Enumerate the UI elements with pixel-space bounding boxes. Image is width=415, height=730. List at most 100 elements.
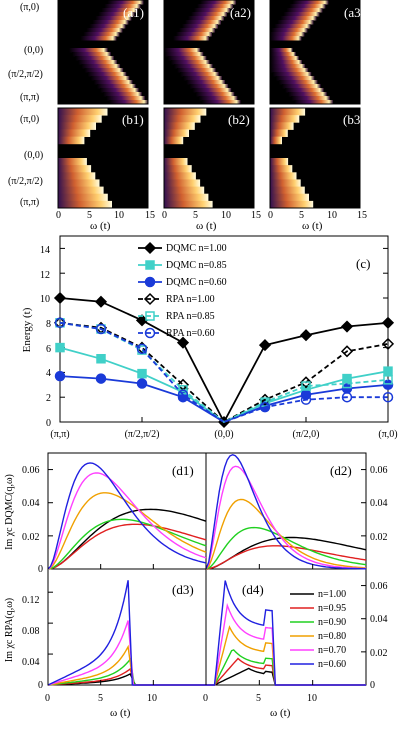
d-xtick-0b: 0 (203, 693, 208, 704)
heatmap-a1-row (78, 60, 117, 65)
d4-curve-1 (206, 657, 366, 686)
c-series-point-1 (55, 342, 65, 353)
panel-label-b1: (b1) (122, 112, 144, 127)
hm-a-label-00: (0,0) (24, 45, 43, 56)
c-series-point-2 (136, 378, 148, 389)
d-bot-ytick-012: 0.12 (22, 595, 40, 606)
c-series-point-5 (95, 323, 107, 335)
c-series-point-0 (381, 316, 395, 329)
heatmap-a1-row (100, 88, 139, 93)
d-bot-rytick-004: 0.04 (370, 614, 388, 625)
panel-d-bottom-right-yticks: 0 0.02 0.04 0.06 (370, 581, 388, 691)
heatmap-a1-row (81, 64, 121, 69)
heatmap-a1-row (106, 96, 145, 101)
hm1-xtick-5: 5 (87, 210, 92, 221)
heatmap-b2-row (164, 172, 196, 180)
c-series-line-2 (59, 375, 389, 424)
hm1-xlabel: ω (t) (90, 220, 111, 232)
hm-b-label-00: (0,0) (24, 150, 43, 161)
heatmap-b3-row (270, 186, 305, 195)
heatmap-a3-row (289, 4, 326, 9)
hm2-xtick-15: 15 (251, 210, 261, 221)
c-series-line-3 (59, 321, 389, 424)
legend-d-n095: n=0.95 (318, 603, 346, 614)
c-series-point-1 (96, 354, 106, 364)
heatmap-b2-row (164, 122, 195, 130)
d3-curve-2 (47, 657, 206, 686)
legend-c-dqmc085: DQMC n=0.85 (166, 260, 227, 271)
heatmap-b2-row (164, 136, 184, 145)
heatmap-b1-row (58, 179, 100, 187)
heatmap-b3-row (270, 193, 309, 202)
heatmap-b1-row (58, 193, 108, 202)
c-xtick-pi20: (π/2,0) (293, 429, 320, 440)
heatmap-b2-row (164, 129, 189, 137)
heatmap-a2-row (201, 100, 241, 105)
heatmap-a3-row (270, 68, 309, 73)
d-top-ytick-002: 0.02 (22, 532, 40, 543)
panel-d-top-right-yticks: 0.02 0.04 0.06 (370, 465, 388, 543)
heatmap-a3-row (278, 80, 318, 85)
d-xtick-5a: 5 (98, 693, 103, 704)
heatmap-a1-row (69, 48, 108, 53)
c-series-point-0 (94, 295, 108, 308)
heatmap-b1-row (58, 200, 112, 209)
d1-xlabel: ω (t) (110, 707, 131, 719)
c-series-point-4 (260, 397, 270, 407)
heatmap-a1-row (95, 16, 132, 21)
panel-label-a1: (a1) (123, 5, 144, 20)
heatmap-a1-row (92, 20, 129, 25)
c-series-point-4 (301, 381, 311, 391)
heatmap-a3-row (270, 48, 293, 53)
d1-curve-2 (47, 518, 207, 570)
hm3-xtick-0: 0 (268, 210, 273, 221)
c-series-point-3 (299, 376, 313, 389)
heatmap-a2-row (200, 0, 236, 5)
heatmap-a1-row (90, 76, 130, 81)
hm2-xtick-10: 10 (221, 210, 231, 221)
hm1-xtick-15: 15 (145, 210, 155, 221)
panel-c-legend: DQMC n=1.00 DQMC n=0.85 DQMC n=0.60 RPA … (138, 241, 227, 339)
heatmap-a1-row (89, 24, 126, 29)
heatmap-a2-row (195, 92, 235, 97)
panel-c-y-tick-labels: 0 2 4 6 8 10 12 14 (40, 245, 51, 429)
c-series-line-0 (59, 297, 389, 424)
d2-curve-2 (205, 526, 367, 570)
d-xtick-10b: 10 (307, 693, 317, 704)
heatmap-frame (269, 107, 361, 209)
heatmap-b1-row (58, 122, 96, 130)
d2-curve-4 (205, 465, 367, 570)
heatmap-a3-row (286, 8, 323, 13)
panel-label-b2: (b2) (228, 112, 250, 127)
panel-label-a3: (a3) (344, 5, 365, 20)
heatmap-b2-row (164, 108, 207, 116)
c-series-point-5 (300, 394, 312, 405)
hm2-xtick-0: 0 (162, 210, 167, 221)
c-series-point-5 (382, 391, 394, 403)
heatmap-b1-row (58, 165, 92, 173)
d3-curve-3 (47, 644, 206, 686)
heatmap-b3-row (270, 115, 300, 123)
d4-curve-5 (206, 580, 366, 686)
d2-curve-5 (205, 453, 366, 570)
heatmap-b2-row (164, 186, 205, 195)
heatmap-b2-row (164, 193, 209, 202)
heatmap-a3-row (277, 20, 314, 25)
d-top-rytick-004: 0.04 (370, 498, 388, 509)
heatmap-a2-row (164, 52, 204, 57)
d2-curve-3 (205, 498, 367, 570)
panel-label-c: (c) (356, 256, 370, 271)
heatmap-b3-row (270, 136, 282, 145)
heatmap-a1-row (75, 56, 114, 61)
heatmap-a3-row (270, 36, 302, 41)
panel-label-d2: (d2) (330, 463, 352, 478)
heatmap-frame (269, 0, 361, 105)
c-series-point-5 (341, 391, 353, 403)
c-xtick-pipi: (π,π) (50, 429, 69, 440)
panel-label-a2: (a2) (230, 5, 251, 20)
c-series-point-4 (383, 375, 393, 385)
hm-b-label-pi2: (π/2,π/2) (8, 176, 43, 187)
hm-a-label-pipi: (π,π) (20, 92, 39, 103)
d1-curve-3 (47, 492, 207, 570)
c-legend-marker-1 (145, 260, 155, 270)
